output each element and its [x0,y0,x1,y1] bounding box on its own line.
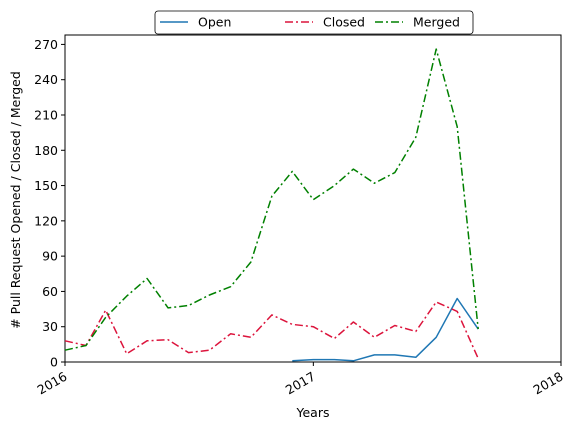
x-tick-label: 2018 [530,369,565,398]
y-tick-label: 90 [42,249,58,264]
series-line-merged [64,48,479,351]
y-tick-label: 270 [34,37,58,52]
legend: Open Closed Merged [154,10,474,35]
legend-label-merged: Merged [413,15,460,30]
axis-ticks: 0 30 60 90 120 150 180 210 240 270 2016 2017 2018 [34,37,565,398]
series-layer [64,48,479,362]
x-tick-label: 2016 [34,369,69,398]
y-tick-label: 150 [34,178,58,193]
y-tick-label: 210 [34,107,58,122]
y-tick-label: 180 [34,143,58,158]
plot-area [64,34,562,363]
legend-box [154,10,474,35]
y-tick-label: 60 [42,284,58,299]
legend-label-closed: Closed [323,15,365,30]
plot-border [64,34,562,363]
x-tick-label: 2017 [283,369,318,398]
y-tick-label: 120 [34,213,58,228]
y-tick-label: 0 [50,355,58,370]
legend-label-open: Open [198,15,231,30]
y-tick-label: 30 [42,319,58,334]
series-line-closed [64,301,479,359]
y-tick-label: 240 [34,72,58,87]
x-axis-label: Years [296,405,330,420]
y-axis-label: # Pull Request Opened / Closed / Merged [8,71,23,329]
series-line-open [292,297,479,362]
